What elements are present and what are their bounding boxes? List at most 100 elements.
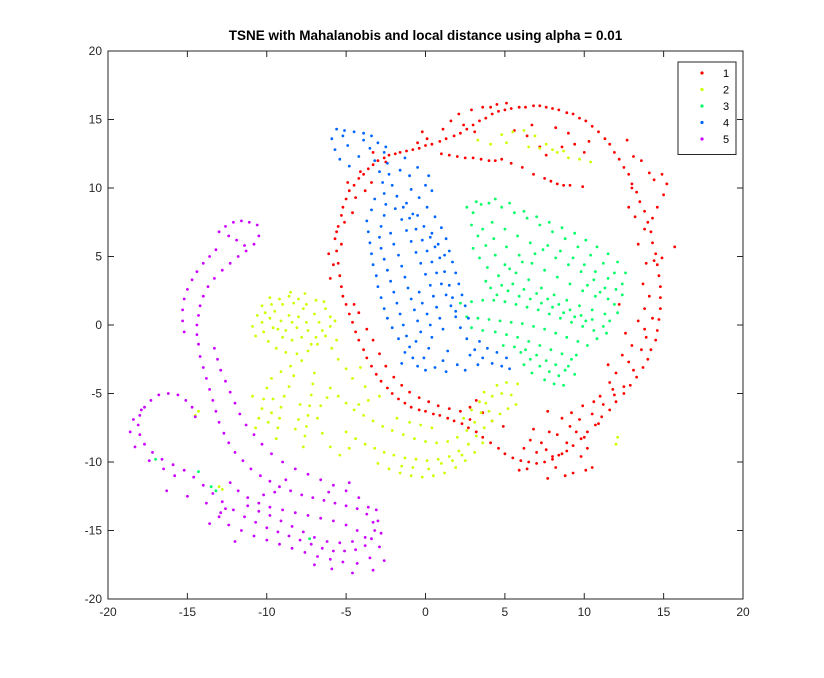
data-point	[176, 393, 180, 397]
data-point	[471, 156, 475, 160]
data-point	[290, 320, 294, 324]
data-point	[379, 531, 383, 535]
data-point	[243, 515, 246, 519]
data-point	[601, 261, 605, 265]
data-point	[579, 270, 583, 273]
data-point	[382, 151, 386, 154]
data-point	[227, 234, 231, 238]
data-point	[195, 270, 199, 273]
data-point	[220, 500, 224, 504]
data-point	[313, 312, 316, 316]
data-point	[270, 303, 273, 306]
data-point	[495, 383, 499, 387]
data-point	[382, 214, 386, 217]
x-tick-label: 15	[657, 605, 671, 619]
legend-label: 2	[723, 85, 729, 97]
data-point	[532, 325, 535, 328]
data-point	[446, 349, 450, 353]
data-point	[546, 477, 550, 480]
data-point	[511, 456, 515, 460]
y-tick-label: -15	[85, 524, 103, 538]
data-point	[232, 508, 235, 512]
data-point	[592, 329, 596, 332]
data-point	[544, 105, 548, 109]
data-point	[579, 314, 583, 317]
data-point	[347, 164, 351, 168]
data-point	[614, 371, 618, 375]
data-point	[292, 301, 296, 305]
data-point	[540, 441, 543, 445]
data-point	[309, 542, 313, 546]
data-point	[182, 297, 186, 301]
data-point	[287, 534, 291, 538]
data-point	[620, 282, 624, 286]
data-point	[594, 270, 597, 273]
data-point	[419, 330, 423, 334]
data-point	[341, 294, 345, 298]
data-point	[430, 142, 434, 146]
data-point	[262, 397, 265, 401]
data-point	[279, 370, 283, 373]
data-point	[474, 399, 478, 402]
data-point	[244, 423, 248, 427]
data-point	[382, 451, 386, 454]
data-point	[495, 351, 499, 354]
data-point	[287, 294, 291, 298]
data-point	[505, 333, 508, 336]
data-point	[557, 108, 561, 112]
data-point	[314, 335, 318, 339]
data-point	[543, 327, 546, 331]
data-point	[562, 183, 565, 187]
data-point	[478, 256, 481, 260]
data-point	[630, 182, 634, 186]
data-point	[584, 468, 588, 472]
data-point	[332, 263, 335, 267]
data-point	[303, 551, 307, 554]
data-point	[459, 131, 462, 135]
data-point	[382, 307, 386, 310]
data-point	[633, 215, 637, 219]
data-point	[657, 274, 661, 278]
data-point	[522, 209, 526, 213]
data-point	[636, 242, 640, 246]
data-point	[481, 356, 485, 360]
data-point	[641, 282, 645, 286]
data-point	[149, 399, 153, 402]
data-point	[528, 357, 532, 361]
data-point	[324, 334, 327, 338]
data-point	[592, 278, 596, 282]
data-point	[354, 437, 357, 441]
data-point	[514, 303, 518, 306]
data-point	[493, 197, 497, 201]
data-point	[567, 263, 570, 267]
data-point	[217, 515, 221, 519]
data-point	[417, 408, 421, 412]
data-point	[484, 116, 488, 120]
x-tick-label: -20	[99, 605, 117, 619]
data-point	[571, 256, 575, 260]
data-point	[268, 296, 272, 299]
data-point	[430, 231, 434, 235]
data-point	[470, 326, 473, 330]
data-point	[373, 529, 377, 532]
data-point	[228, 481, 232, 484]
data-point	[492, 237, 496, 241]
data-point	[316, 416, 319, 420]
data-point	[570, 357, 573, 361]
data-point	[432, 474, 435, 478]
data-point	[182, 468, 186, 472]
y-tick-label: 10	[89, 181, 103, 195]
data-point	[452, 419, 456, 423]
data-point	[362, 172, 365, 176]
data-point	[543, 378, 546, 382]
data-point	[616, 311, 619, 315]
data-point	[560, 416, 564, 420]
data-point	[281, 508, 284, 512]
legend-label: 1	[723, 68, 729, 80]
data-point	[546, 409, 550, 413]
data-point	[581, 185, 585, 189]
data-point	[632, 155, 635, 158]
data-point	[506, 407, 510, 410]
data-point	[246, 504, 250, 508]
data-point	[586, 283, 589, 287]
